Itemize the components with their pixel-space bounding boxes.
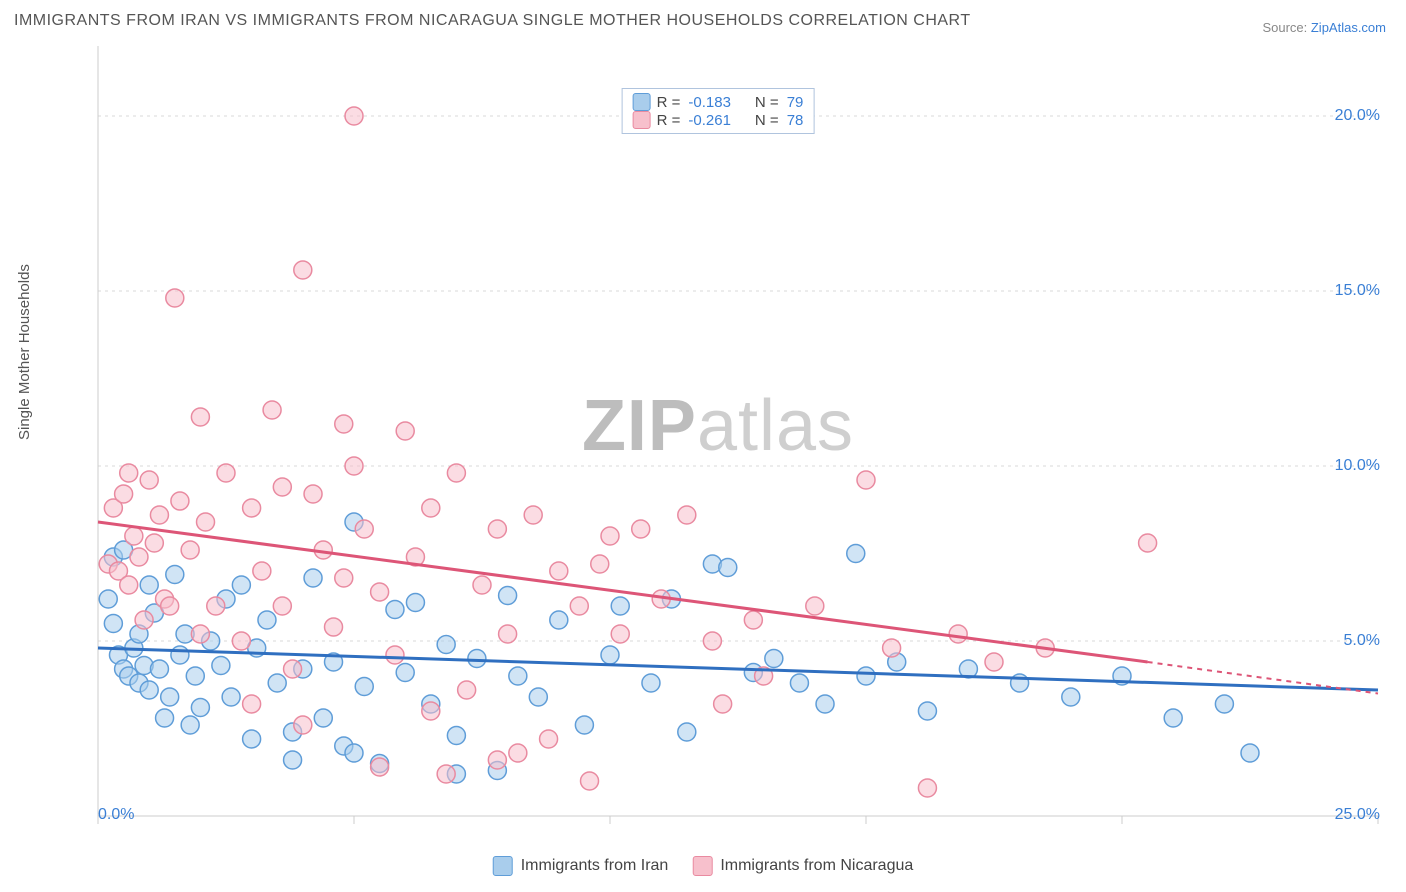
- legend-label: Immigrants from Nicaragua: [720, 857, 913, 875]
- series-legend: Immigrants from Iran Immigrants from Nica…: [493, 856, 914, 876]
- r-value: -0.261: [688, 112, 731, 129]
- y-tick-label: 20.0%: [1335, 107, 1380, 125]
- swatch-icon: [633, 111, 651, 129]
- y-axis-label: Single Mother Households: [16, 264, 33, 440]
- chart-title: IMMIGRANTS FROM IRAN VS IMMIGRANTS FROM …: [14, 12, 971, 30]
- swatch-icon: [493, 856, 513, 876]
- x-tick-min: 0.0%: [98, 806, 134, 824]
- stats-legend: R = -0.183 N = 79 R = -0.261 N = 78: [622, 88, 815, 134]
- n-label: N =: [755, 94, 779, 111]
- y-tick-label: 15.0%: [1335, 282, 1380, 300]
- source-prefix: Source:: [1262, 20, 1310, 35]
- legend-item: Immigrants from Nicaragua: [692, 856, 913, 876]
- scatter-plot-svg: [48, 42, 1388, 842]
- stats-row: R = -0.183 N = 79: [633, 93, 804, 111]
- swatch-icon: [692, 856, 712, 876]
- r-value: -0.183: [688, 94, 731, 111]
- n-value: 79: [787, 94, 804, 111]
- x-tick-max: 25.0%: [1335, 806, 1380, 824]
- r-label: R =: [657, 112, 681, 129]
- n-label: N =: [755, 112, 779, 129]
- legend-label: Immigrants from Iran: [521, 857, 669, 875]
- r-label: R =: [657, 94, 681, 111]
- swatch-icon: [633, 93, 651, 111]
- y-tick-label: 5.0%: [1344, 632, 1380, 650]
- stats-row: R = -0.261 N = 78: [633, 111, 804, 129]
- legend-item: Immigrants from Iran: [493, 856, 669, 876]
- source-attribution: Source: ZipAtlas.com: [1262, 20, 1386, 35]
- n-value: 78: [787, 112, 804, 129]
- y-tick-label: 10.0%: [1335, 457, 1380, 475]
- chart-area: ZIPatlas R = -0.183N = 79R = -0.261N = 7…: [48, 42, 1388, 842]
- source-link[interactable]: ZipAtlas.com: [1311, 20, 1386, 35]
